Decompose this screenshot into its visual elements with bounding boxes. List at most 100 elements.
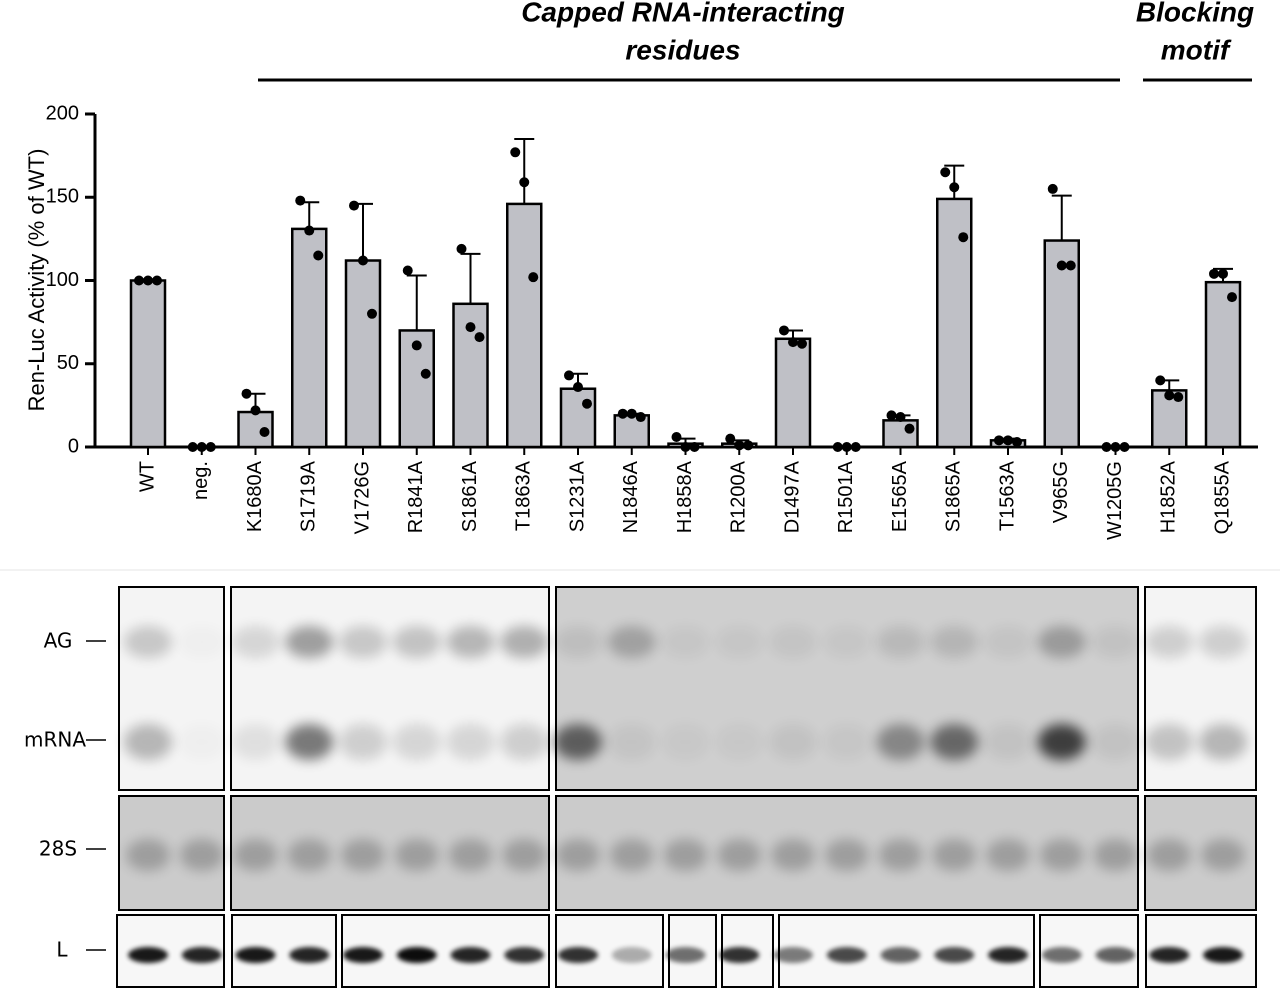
band [556, 839, 600, 871]
y-tick-label: 50 [57, 352, 79, 374]
band [179, 839, 224, 871]
x-tick-label: S1861A [459, 460, 481, 532]
data-point [940, 167, 951, 178]
x-tick-label: T1563A [996, 460, 1018, 531]
blot-outline [1144, 795, 1257, 911]
data-point [573, 382, 583, 393]
band [609, 839, 654, 871]
data-point [1047, 183, 1058, 194]
band [932, 839, 977, 871]
data-point [797, 338, 807, 349]
blot-outline [231, 914, 337, 988]
x-tick-label: neg. [190, 461, 212, 500]
band [717, 839, 762, 871]
data-point [241, 388, 252, 399]
band [235, 947, 276, 963]
blot-label: L [56, 938, 68, 962]
x-tick-label: V965G [1050, 461, 1072, 523]
data-point [617, 408, 628, 419]
data-point [994, 435, 1004, 446]
data-point [402, 265, 413, 276]
data-point [689, 442, 700, 452]
data-point [832, 442, 843, 452]
band [715, 626, 764, 658]
x-tick-label: E1565A [889, 460, 911, 532]
band [339, 724, 387, 760]
bar [129, 279, 167, 449]
band [719, 947, 760, 963]
x-tick-label: WT [136, 461, 158, 492]
data-point [743, 440, 754, 451]
blot-panel [1144, 586, 1257, 791]
data-point [152, 275, 162, 286]
data-point [304, 225, 315, 236]
data-point [949, 182, 960, 193]
band [128, 947, 168, 963]
bar [882, 419, 919, 449]
band [1149, 947, 1190, 963]
blot-outline [341, 914, 550, 988]
band [124, 626, 172, 658]
x-tick-label: V1726G [351, 461, 373, 534]
bar [774, 337, 812, 449]
data-point [1209, 268, 1219, 279]
data-point [1119, 442, 1130, 452]
data-point [411, 340, 422, 351]
band [934, 947, 975, 963]
band [984, 626, 1032, 658]
band [663, 839, 708, 871]
data-point [1065, 260, 1076, 271]
data-point [295, 195, 306, 206]
band [1037, 626, 1086, 658]
band [1147, 839, 1192, 871]
x-tick-label: S1719A [298, 460, 320, 532]
data-point [895, 412, 906, 423]
band [988, 947, 1028, 963]
band [876, 724, 925, 760]
data-point [788, 337, 798, 348]
data-point [474, 332, 485, 343]
data-point [420, 368, 431, 379]
data-point [850, 442, 861, 452]
band [771, 839, 815, 871]
band [1091, 724, 1140, 760]
band [773, 947, 813, 963]
data-point [1227, 292, 1237, 303]
band [289, 947, 330, 963]
blot-panel [118, 586, 225, 791]
data-point [134, 275, 144, 286]
data-point [671, 432, 682, 443]
blot-panel [230, 795, 550, 911]
band [822, 724, 871, 760]
x-tick-label: R1501A [835, 460, 857, 533]
band [178, 724, 226, 760]
band [986, 839, 1030, 871]
annotation: motif [1161, 34, 1232, 65]
y-tick-label: 100 [46, 269, 79, 291]
band [876, 626, 925, 658]
bar [344, 259, 382, 449]
data-point [519, 177, 530, 188]
blot-panel [230, 586, 550, 791]
band [930, 626, 979, 658]
band [824, 839, 869, 871]
blot-label: AG [44, 629, 73, 653]
data-point [1056, 260, 1067, 271]
band [1037, 724, 1086, 760]
x-tick-label: N1846A [620, 460, 642, 533]
y-tick-label: 0 [68, 435, 79, 457]
band [446, 626, 495, 658]
band [1039, 839, 1084, 871]
plot: 0 50 100 150 200 WT neg. K1680A S1719A V1726G R184… [46, 102, 1258, 540]
data-point [779, 325, 789, 336]
blot-outline [1039, 914, 1139, 988]
x-tick-label: S1231A [566, 460, 588, 532]
band [178, 626, 226, 658]
data-point [564, 370, 574, 381]
data-point [1101, 442, 1112, 452]
data-point [904, 423, 915, 434]
blot-outline [555, 586, 1139, 791]
bar [291, 227, 328, 449]
blot-outline [116, 914, 225, 988]
